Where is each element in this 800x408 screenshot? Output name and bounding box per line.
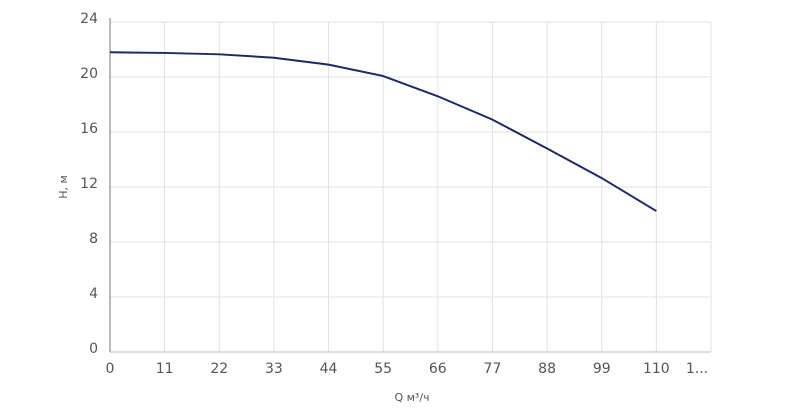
- x-tick-label: 44: [320, 361, 338, 377]
- x-tick-label: 55: [374, 361, 392, 377]
- x-tick-label: 22: [210, 361, 228, 377]
- x-tick-label: 66: [429, 361, 447, 377]
- y-tick-label: 16: [80, 121, 98, 137]
- y-tick-label: 12: [80, 176, 98, 192]
- y-tick-label: 8: [89, 231, 98, 247]
- x-tick-label: 11: [156, 361, 174, 377]
- y-tick-label: 4: [89, 286, 98, 302]
- y-tick-label: 24: [80, 11, 98, 27]
- x-tick-label: 0: [106, 361, 115, 377]
- curve: [109, 51, 657, 212]
- x-tick-label: 99: [593, 361, 611, 377]
- x-tick-label: 88: [538, 361, 556, 377]
- x-tick-label: 110: [643, 361, 670, 377]
- x-tick-label: 77: [484, 361, 502, 377]
- x-axis-label: Q м³/ч: [394, 391, 429, 404]
- x-tick-label: 33: [265, 361, 283, 377]
- y-tick-label: 20: [80, 66, 98, 82]
- y-tick-label: 0: [89, 341, 98, 357]
- y-axis-label: H, м: [57, 175, 70, 199]
- x-tick-label: 1...: [686, 361, 708, 377]
